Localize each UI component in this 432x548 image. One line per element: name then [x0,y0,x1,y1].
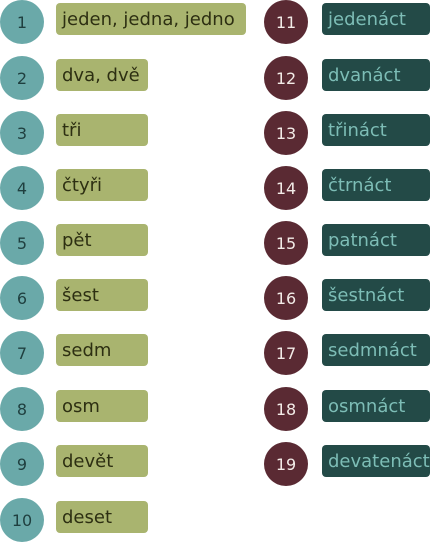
number-circle: 1 [0,0,44,44]
number-word: pět [56,224,148,256]
number-word: čtyři [56,169,148,201]
number-word: devět [56,445,148,477]
number-word: čtrnáct [322,169,430,201]
number-word: devatenáct [322,445,430,477]
number-circle: 7 [0,331,44,375]
number-circle: 9 [0,442,44,486]
number-word: šestnáct [322,279,430,311]
number-circle: 18 [264,387,308,431]
number-circle: 5 [0,221,44,265]
number-word: sedm [56,334,148,366]
number-circle: 8 [0,387,44,431]
number-circle: 6 [0,276,44,320]
number-circle: 4 [0,166,44,210]
number-word: šest [56,279,148,311]
number-word: osm [56,390,148,422]
number-circle: 14 [264,166,308,210]
number-word: deset [56,501,148,533]
number-word: tři [56,114,148,146]
number-word: jeden, jedna, jedno [56,3,246,35]
number-circle: 3 [0,111,44,155]
number-circle: 2 [0,56,44,100]
number-word: jedenáct [322,3,430,35]
number-circle: 12 [264,56,308,100]
number-word: osmnáct [322,390,430,422]
number-circle: 17 [264,331,308,375]
number-word: patnáct [322,224,430,256]
number-circle: 11 [264,0,308,44]
number-word: sedmnáct [322,334,430,366]
number-circle: 19 [264,442,308,486]
number-word: třináct [322,114,430,146]
number-circle: 10 [0,498,44,542]
number-circle: 16 [264,276,308,320]
number-word: dvanáct [322,59,430,91]
number-circle: 15 [264,221,308,265]
number-circle: 13 [264,111,308,155]
number-word: dva, dvě [56,59,148,91]
